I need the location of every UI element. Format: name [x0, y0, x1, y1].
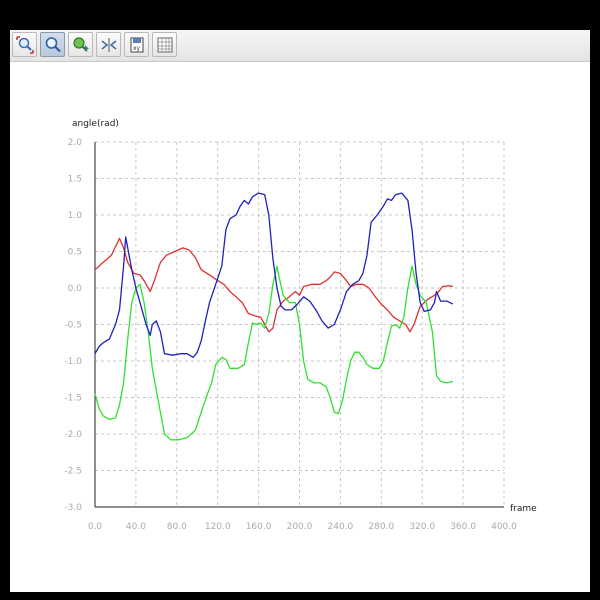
x-tick-label: 40.0 [126, 522, 146, 532]
x-tick-label: 400.0 [491, 522, 517, 532]
zoom-fit-icon [16, 36, 34, 54]
series-lines [94, 192, 454, 441]
zoom-button[interactable] [40, 32, 65, 57]
y-tick-label: 1.0 [68, 211, 83, 221]
y-axis-label: angle(rad) [72, 119, 119, 129]
y-tick-label: 0.0 [68, 284, 83, 294]
toolbar: xy [10, 30, 590, 62]
series-line-2 [94, 265, 454, 441]
table-icon [157, 37, 173, 53]
y-tick-label: -3.0 [64, 503, 82, 513]
chart-window: xy 0.0 40.0 80.0 120.0 160.0 200.0 240.0 280.0 3… [10, 30, 590, 592]
x-tick-label: 160.0 [246, 522, 272, 532]
x-tick-label: 80.0 [167, 522, 187, 532]
x-tick-label: 360.0 [450, 522, 476, 532]
y-tick-label: -0.5 [64, 321, 82, 331]
pan-icon [73, 37, 89, 52]
y-tick-label: -1.5 [64, 394, 82, 404]
x-axis-label: frame [510, 504, 537, 514]
grid [95, 141, 505, 508]
zoom-icon [45, 37, 61, 53]
x-tick-label: 120.0 [205, 522, 231, 532]
y-tick-label: -1.0 [64, 357, 82, 367]
x-tick-label: 240.0 [328, 522, 354, 532]
scale-axes-button[interactable] [96, 32, 121, 57]
zoom-fit-button[interactable] [12, 32, 37, 57]
x-tick-label: 280.0 [368, 522, 394, 532]
scale-axes-icon [101, 38, 117, 52]
line-chart: 0.0 40.0 80.0 120.0 160.0 200.0 240.0 280.0 320.… [64, 119, 537, 532]
table-button[interactable] [152, 32, 177, 57]
y-tick-label: 0.5 [68, 248, 82, 258]
y-tick-label: 1.5 [68, 175, 82, 185]
save-button[interactable]: xy [124, 32, 149, 57]
y-tick-label: -2.5 [64, 467, 82, 477]
pan-button[interactable] [68, 32, 93, 57]
x-tick-label: 320.0 [409, 522, 435, 532]
save-icon: xy [130, 37, 144, 53]
y-tick-label: -2.0 [64, 430, 82, 440]
x-tick-label: 200.0 [287, 522, 313, 532]
axes [94, 142, 504, 508]
y-tick-label: 2.0 [68, 138, 83, 148]
svg-text:xy: xy [133, 45, 141, 52]
series-line-3 [94, 192, 454, 359]
x-tick-label: 0.0 [88, 522, 103, 532]
tick-labels: 0.0 40.0 80.0 120.0 160.0 200.0 240.0 280.0 320.… [64, 138, 517, 532]
series-line-1 [94, 237, 454, 333]
